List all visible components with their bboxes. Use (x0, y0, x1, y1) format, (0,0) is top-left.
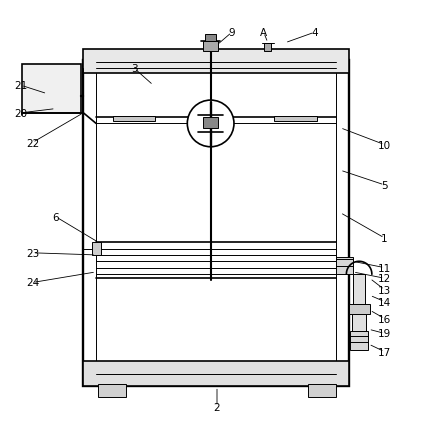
Circle shape (187, 101, 234, 147)
Bar (308, 384, 336, 397)
Bar (83, 50, 349, 73)
Bar (92, 243, 101, 255)
Text: 20: 20 (14, 109, 28, 118)
Text: 17: 17 (378, 347, 391, 357)
Bar (205, 35, 216, 42)
Text: 19: 19 (378, 328, 391, 339)
Bar (336, 257, 353, 274)
Text: 2: 2 (214, 402, 220, 412)
Bar (350, 331, 368, 351)
Text: 23: 23 (26, 248, 39, 258)
Bar (353, 274, 365, 304)
Text: 16: 16 (378, 314, 391, 324)
Text: 21: 21 (14, 81, 28, 91)
Bar (352, 314, 366, 331)
Text: 4: 4 (311, 28, 318, 38)
Bar (274, 117, 317, 122)
Bar (83, 361, 349, 386)
Bar (83, 60, 349, 386)
Text: A: A (260, 28, 267, 38)
Text: 10: 10 (378, 140, 391, 150)
Text: 6: 6 (53, 212, 59, 222)
Text: 14: 14 (378, 297, 391, 307)
Bar (22, 65, 81, 114)
Text: 5: 5 (381, 181, 388, 190)
Bar (98, 384, 126, 397)
Text: 3: 3 (131, 64, 138, 74)
Text: 9: 9 (229, 28, 235, 38)
Text: 11: 11 (378, 263, 391, 273)
Bar (264, 44, 271, 52)
Text: 1: 1 (381, 233, 388, 243)
Bar (204, 118, 218, 128)
Text: 24: 24 (26, 278, 39, 288)
Bar (113, 117, 155, 122)
Bar (349, 304, 370, 314)
Text: 22: 22 (26, 138, 39, 148)
Text: 12: 12 (378, 273, 391, 284)
Bar (204, 42, 218, 52)
Text: 13: 13 (378, 285, 391, 295)
